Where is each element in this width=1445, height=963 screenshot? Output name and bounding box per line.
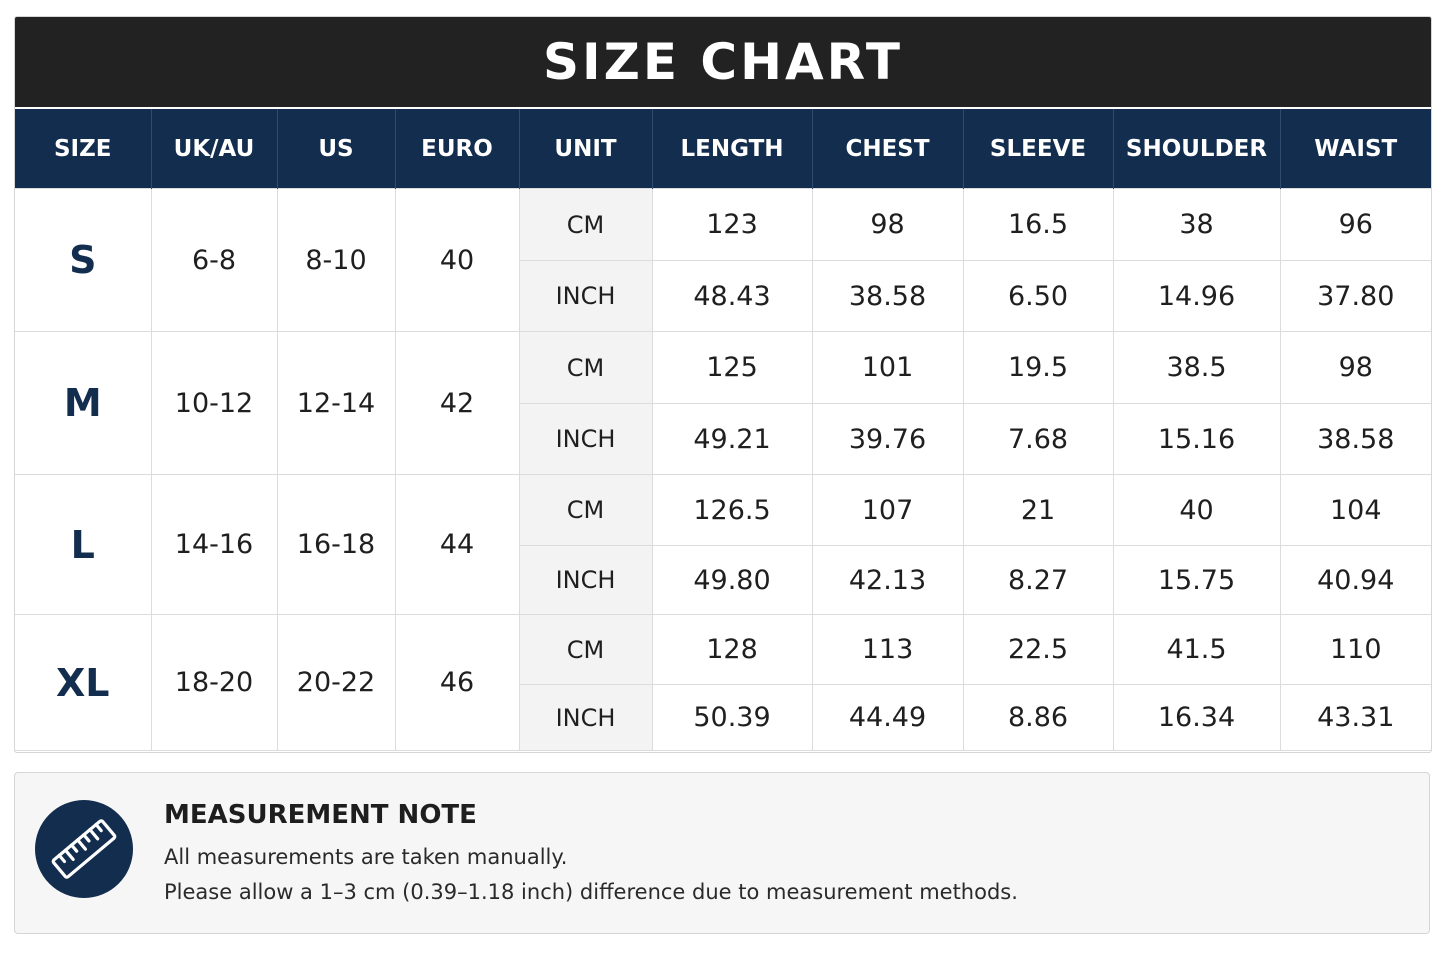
size-label: M (15, 331, 152, 475)
length-cell: 48.43 (651, 260, 813, 332)
unit-cell: INCH (519, 684, 653, 751)
chest-cell: 98 (811, 188, 964, 261)
table-row: XL 18-20 20-22 46 CM 128 113 22.5 41.5 1… (15, 614, 1431, 751)
sleeve-cell: 6.50 (962, 260, 1114, 332)
header-unit: UNIT (518, 107, 652, 189)
us-cell: 16-18 (276, 474, 396, 615)
note-title: MEASUREMENT NOTE (164, 800, 477, 830)
chest-cell: 107 (811, 474, 964, 546)
header-size: SIZE (15, 107, 151, 189)
size-label: S (15, 188, 152, 332)
unit-cell: INCH (519, 545, 653, 615)
table-row: L 14-16 16-18 44 CM 126.5 107 21 40 104 (15, 474, 1431, 615)
size-label: L (15, 474, 152, 615)
uk-au-cell: 18-20 (150, 614, 278, 751)
waist-cell: 104 (1279, 474, 1431, 546)
waist-cell: 38.58 (1279, 403, 1431, 475)
length-cell: 49.80 (651, 545, 813, 615)
euro-cell: 46 (394, 614, 520, 751)
waist-cell: 96 (1279, 188, 1431, 261)
euro-cell: 40 (394, 188, 520, 332)
size-table: SIZE UK/AU US EURO UNIT LENGTH CHEST SLE… (15, 107, 1431, 751)
waist-cell: 40.94 (1279, 545, 1431, 615)
shoulder-cell: 16.34 (1112, 684, 1281, 751)
header-chest: CHEST (811, 107, 963, 189)
us-cell: 20-22 (276, 614, 396, 751)
shoulder-cell: 40 (1112, 474, 1281, 546)
shoulder-cell: 15.75 (1112, 545, 1281, 615)
measurement-note: MEASUREMENT NOTE All measurements are ta… (14, 772, 1430, 934)
sleeve-cell: 22.5 (962, 614, 1114, 685)
waist-cell: 98 (1279, 331, 1431, 404)
chest-cell: 113 (811, 614, 964, 685)
length-cell: 125 (651, 331, 813, 404)
chest-cell: 44.49 (811, 684, 964, 751)
header-shoulder: SHOULDER (1112, 107, 1280, 189)
shoulder-cell: 41.5 (1112, 614, 1281, 685)
us-cell: 8-10 (276, 188, 396, 332)
shoulder-cell: 38 (1112, 188, 1281, 261)
sleeve-cell: 8.86 (962, 684, 1114, 751)
length-cell: 50.39 (651, 684, 813, 751)
table-row: INCH 49.21 39.76 7.68 15.16 38.58 (15, 403, 1431, 475)
size-chart: SIZE CHART SIZE UK/AU US EURO UNIT LENGT… (14, 16, 1432, 753)
shoulder-cell: 38.5 (1112, 331, 1281, 404)
shoulder-cell: 15.16 (1112, 403, 1281, 475)
sleeve-cell: 7.68 (962, 403, 1114, 475)
uk-au-cell: 14-16 (150, 474, 278, 615)
unit-cell: CM (518, 188, 653, 261)
chart-title: SIZE CHART (542, 33, 904, 91)
unit-cell: INCH (519, 260, 653, 332)
euro-cell: 44 (394, 474, 520, 615)
uk-au-cell: 10-12 (150, 331, 278, 475)
chest-cell: 38.58 (811, 260, 964, 332)
table-row: S 6-8 8-10 40 CM 123 98 16.5 38 96 (15, 188, 1431, 332)
sleeve-cell: 16.5 (962, 188, 1114, 261)
unit-cell: CM (518, 331, 653, 404)
length-cell: 49.21 (651, 403, 813, 475)
table-row: INCH 48.43 38.58 6.50 14.96 37.80 (15, 260, 1431, 332)
waist-cell: 43.31 (1279, 684, 1431, 751)
waist-cell: 110 (1279, 614, 1431, 685)
length-cell: 126.5 (651, 474, 813, 546)
table-row: INCH 49.80 42.13 8.27 15.75 40.94 (15, 545, 1431, 615)
uk-au-cell: 6-8 (150, 188, 278, 332)
length-cell: 128 (651, 614, 813, 685)
header-euro: EURO (394, 107, 519, 189)
note-line: All measurements are taken manually. (164, 845, 568, 869)
header-us: US (276, 107, 395, 189)
title-bar: SIZE CHART (15, 17, 1431, 107)
header-waist: WAIST (1279, 107, 1431, 189)
sleeve-cell: 8.27 (962, 545, 1114, 615)
waist-cell: 37.80 (1279, 260, 1431, 332)
table-row: INCH 50.39 44.49 8.86 16.34 43.31 (15, 684, 1431, 751)
table-row: M 10-12 12-14 42 CM 125 101 19.5 38.5 98 (15, 331, 1431, 475)
shoulder-cell: 14.96 (1112, 260, 1281, 332)
header-uk-au: UK/AU (150, 107, 277, 189)
sleeve-cell: 19.5 (962, 331, 1114, 404)
header-length: LENGTH (651, 107, 812, 189)
sleeve-cell: 21 (962, 474, 1114, 546)
unit-cell: INCH (519, 403, 653, 475)
chest-cell: 39.76 (811, 403, 964, 475)
us-cell: 12-14 (276, 331, 396, 475)
header-row: SIZE UK/AU US EURO UNIT LENGTH CHEST SLE… (15, 107, 1431, 189)
note-line: Please allow a 1–3 cm (0.39–1.18 inch) d… (164, 880, 1018, 904)
unit-cell: CM (518, 614, 653, 685)
euro-cell: 42 (394, 331, 520, 475)
chest-cell: 42.13 (811, 545, 964, 615)
unit-cell: CM (518, 474, 653, 546)
chest-cell: 101 (811, 331, 964, 404)
header-sleeve: SLEEVE (962, 107, 1113, 189)
length-cell: 123 (651, 188, 813, 261)
size-label: XL (15, 614, 152, 751)
ruler-icon (35, 800, 133, 898)
